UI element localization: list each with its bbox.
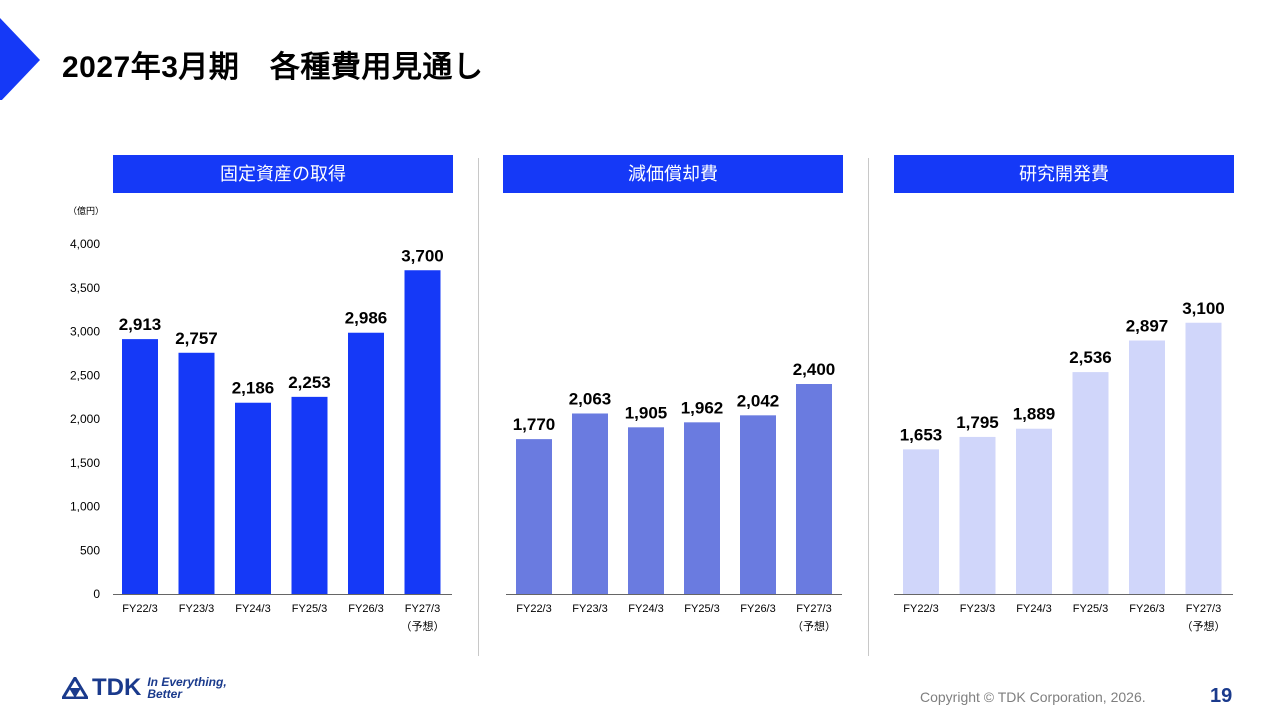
bar-value-label: 2,186 — [232, 379, 275, 398]
y-tick-label: 4,000 — [70, 237, 100, 251]
x-category-label: FY27/3 — [796, 603, 831, 615]
copyright-text: Copyright © TDK Corporation, 2026. — [920, 689, 1146, 705]
panel-divider-2 — [868, 158, 869, 656]
x-category-label: FY27/3 — [1186, 603, 1221, 615]
bar-value-label: 1,795 — [956, 413, 999, 432]
tagline-line-1: In Everything, — [147, 675, 227, 689]
tdk-emblem-icon — [62, 677, 88, 699]
x-category-sublabel: （予想） — [1182, 619, 1226, 633]
x-category-label: FY26/3 — [740, 603, 775, 615]
bar-value-label: 1,905 — [625, 403, 668, 422]
chart-capex: 0 500 1,000 1,500 2,000 2,500 3,000 3,500 4,000 2… — [70, 237, 452, 633]
logo-tagline: In Everything, Better — [147, 676, 226, 700]
bar-value-label: 2,063 — [569, 389, 612, 408]
x-category-label: FY25/3 — [684, 603, 719, 615]
y-axis-unit-label: （億円） — [68, 205, 104, 216]
bar — [572, 413, 608, 594]
x-category-label: FY24/3 — [1016, 603, 1051, 615]
bar — [1016, 428, 1052, 594]
panel-header-depreciation: 減価償却費 — [503, 155, 843, 193]
bar-value-label: 2,897 — [1126, 317, 1169, 336]
bar — [959, 436, 996, 594]
bar-value-label: 1,889 — [1013, 405, 1056, 424]
x-category-label: FY23/3 — [572, 603, 607, 615]
bar — [1072, 372, 1109, 594]
bar — [178, 352, 215, 594]
page-number: 19 — [1210, 685, 1233, 707]
panel-header-capex: 固定資産の取得 — [113, 155, 453, 193]
slide-title: 2027年3月期 各種費用見通し — [62, 51, 484, 84]
x-category-label: FY25/3 — [1073, 603, 1108, 615]
bar — [628, 427, 664, 594]
y-tick-label: 1,000 — [70, 500, 100, 514]
bar — [684, 422, 720, 594]
x-category-label: FY26/3 — [1129, 603, 1164, 615]
y-tick-label: 0 — [93, 587, 100, 601]
y-tick-label: 3,500 — [70, 281, 100, 295]
panel-divider-1 — [478, 158, 479, 656]
bar-value-label: 2,913 — [119, 315, 162, 334]
bar-value-label: 2,253 — [288, 373, 331, 392]
y-tick-label: 2,500 — [70, 368, 100, 382]
y-tick-label: 3,000 — [70, 325, 100, 339]
bar-value-label: 3,100 — [1182, 299, 1225, 318]
x-category-label: FY24/3 — [235, 603, 270, 615]
x-category-label: FY22/3 — [903, 603, 938, 615]
x-category-label: FY26/3 — [348, 603, 383, 615]
bar-value-label: 2,042 — [737, 391, 780, 410]
bar — [291, 396, 328, 594]
bar — [903, 449, 939, 594]
chart-depreciation: 1,770 FY22/3 2,063 FY23/3 1,905 FY24/3 1,962 FY… — [506, 360, 842, 633]
x-category-sublabel: （予想） — [401, 619, 445, 633]
bar-value-label: 3,700 — [401, 246, 444, 265]
y-tick-label: 500 — [80, 543, 100, 557]
x-category-label: FY23/3 — [179, 603, 214, 615]
bar — [740, 415, 776, 594]
x-category-label: FY24/3 — [628, 603, 663, 615]
bar-value-label: 2,536 — [1069, 348, 1112, 367]
tagline-line-2: Better — [147, 687, 183, 701]
x-category-label: FY22/3 — [122, 603, 157, 615]
slide-accent-triangle — [0, 18, 40, 100]
bar-value-label: 2,757 — [175, 329, 218, 348]
bar — [122, 339, 158, 594]
bar-value-label: 1,653 — [900, 425, 943, 444]
x-category-label: FY22/3 — [516, 603, 551, 615]
x-category-label: FY27/3 — [405, 603, 440, 615]
bar — [516, 439, 552, 594]
x-category-label: FY23/3 — [960, 603, 995, 615]
bar-value-label: 2,400 — [793, 360, 836, 379]
bar-value-label: 1,962 — [681, 398, 724, 417]
bar — [796, 384, 832, 594]
logo-wordmark: TDK — [92, 674, 142, 701]
bar — [235, 402, 271, 594]
tdk-logo: TDK In Everything, Better — [62, 674, 227, 702]
y-tick-label: 1,500 — [70, 456, 100, 470]
bar — [1129, 340, 1165, 594]
bar-value-label: 2,986 — [345, 309, 388, 328]
bar — [348, 332, 384, 594]
bar — [1185, 322, 1222, 594]
y-tick-label: 2,000 — [70, 412, 100, 426]
panel-header-rnd: 研究開発費 — [894, 155, 1234, 193]
chart-rnd: 1,653 FY22/3 1,795 FY23/3 1,889 FY24/3 2,536 FY… — [894, 299, 1233, 633]
bar — [404, 270, 441, 594]
x-category-label: FY25/3 — [292, 603, 327, 615]
bar-value-label: 1,770 — [513, 415, 556, 434]
x-category-sublabel: （予想） — [792, 619, 836, 633]
